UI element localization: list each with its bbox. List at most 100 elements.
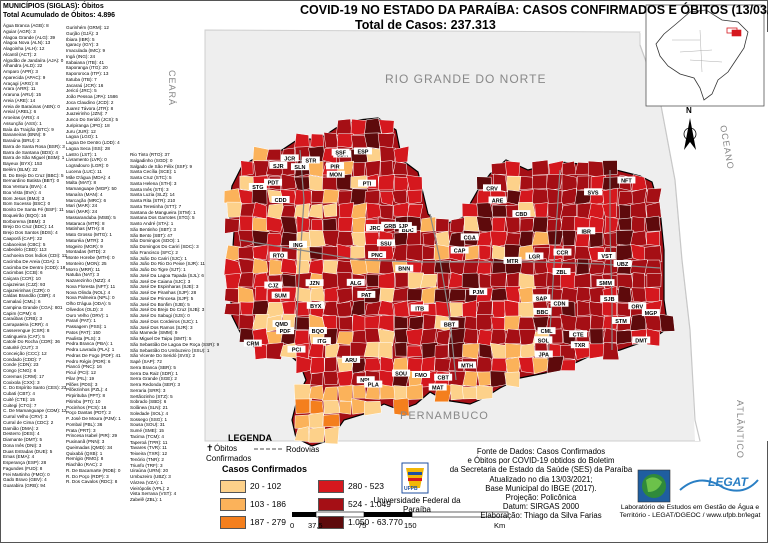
municipality-cell bbox=[475, 300, 493, 317]
municipality-entry: Lucena (LUC): 11 bbox=[66, 168, 102, 174]
municipality-entry: Nova Palmeira (NPL): 0 bbox=[66, 295, 115, 301]
municipality-entry: Marcação (MRC): 6 bbox=[66, 197, 107, 203]
municipality-entry: Areia de Baraúnas (ABN): 0 bbox=[3, 103, 60, 109]
municipality-code: ITG bbox=[317, 339, 326, 345]
highway-line bbox=[429, 213, 457, 381]
municipality-entry: Pirpirituba (PPT): 8 bbox=[66, 393, 106, 398]
municipality-code: MTH bbox=[461, 363, 473, 369]
municipality-entry: Gurjão (GJÃ): 3 bbox=[66, 30, 99, 36]
municipality-entry: Poço Dantas (PDT): 2 bbox=[66, 410, 111, 416]
municipality-code: BQO bbox=[312, 329, 325, 335]
municipality-entry: Sousa (SOU): 31 bbox=[130, 422, 165, 428]
municipality-entry: Carrapateira (CRR): 4 bbox=[3, 322, 48, 327]
municipality-code: GRB bbox=[384, 224, 396, 230]
municipality-entry: Santa Inês (STI): 3 bbox=[130, 186, 169, 192]
municipality-code-box bbox=[306, 301, 325, 309]
municipality-entry: Cajazeiras (CJZ): 93 bbox=[3, 281, 46, 287]
municipality-entry: Lastro (LST): 1 bbox=[66, 151, 97, 157]
municipality-cell bbox=[308, 426, 326, 443]
municipality-cell bbox=[310, 357, 325, 374]
municipality-cell bbox=[393, 176, 410, 192]
municipality-entry: Pedra Lavrada (PLA): 1 bbox=[66, 347, 115, 352]
municipality-code: CRM bbox=[247, 342, 260, 348]
municipality-entry: Cacimba De Areia (CDA): 1 bbox=[3, 258, 60, 264]
municipality-cell bbox=[534, 202, 549, 220]
municipality-cell bbox=[492, 204, 509, 218]
municipality-cell bbox=[239, 301, 256, 316]
municipality-entry: Curral de Cima (CDC): 2 bbox=[3, 419, 54, 425]
municipality-cell bbox=[379, 191, 396, 206]
municipality-cell bbox=[352, 384, 367, 399]
municipality-cell bbox=[323, 400, 341, 415]
municipality-entry: Boa Vista (BVA): 4 bbox=[3, 189, 41, 195]
municipality-code: STR bbox=[305, 158, 316, 164]
municipality-cell bbox=[268, 259, 283, 276]
municipality-entry: Barra de Santana (BDS): 4 bbox=[3, 149, 58, 155]
municipality-cell bbox=[309, 287, 326, 302]
municipality-entry: São Mamede (SMM): 9 bbox=[130, 330, 178, 336]
municipality-entry: Dona Inês (DNI): 3 bbox=[3, 442, 42, 448]
municipality-code: SUM bbox=[275, 294, 288, 300]
municipality-cell bbox=[461, 343, 481, 360]
municipality-code: SAP bbox=[536, 296, 548, 302]
scale-tick-3: 150 bbox=[404, 521, 417, 530]
municipality-code-box bbox=[269, 251, 288, 259]
municipality-entry: Teixeira (TXR): 12 bbox=[130, 451, 168, 456]
municipality-cell bbox=[573, 272, 591, 289]
municipality-entry: Sertãozinho (STZ): 5 bbox=[130, 393, 173, 399]
legend-title: LEGENDA bbox=[228, 433, 273, 443]
municipality-entry: Juazeirinho (JZN): 7 bbox=[66, 111, 108, 117]
municipality-cell bbox=[601, 300, 617, 318]
municipality-entry: Juru (JUR): 12 bbox=[66, 128, 96, 134]
municipality-cell bbox=[476, 356, 494, 374]
municipality-entry: Santa Helena (STH): 3 bbox=[130, 180, 177, 186]
north-label: N bbox=[686, 106, 692, 115]
municipality-cell bbox=[281, 300, 296, 315]
municipality-code-box bbox=[365, 224, 384, 232]
municipality-code-box bbox=[534, 336, 553, 344]
municipality-entry: Riachão (RAC): 2 bbox=[66, 462, 102, 467]
municipality-code: PIR bbox=[330, 164, 339, 170]
municipality-entry: São José Dos Ramos (SJR): 3 bbox=[130, 324, 193, 330]
municipality-entry: Princesa Isabel (PIR): 29 bbox=[66, 433, 118, 439]
municipality-entry: Vieirópolis (VPL): 2 bbox=[130, 485, 170, 491]
municipality-entry: São João Do Tigre (SJT): 1 bbox=[130, 267, 186, 272]
municipality-code-box bbox=[301, 156, 320, 164]
municipality-entry: Santana de Mangueira (STM): 1 bbox=[130, 209, 196, 215]
legend-range: 280 - 523 bbox=[348, 481, 384, 491]
municipality-cell bbox=[601, 202, 617, 219]
municipality-entry: Mãe D'água (MDA): 4 bbox=[66, 174, 111, 180]
municipality-cell bbox=[252, 258, 269, 275]
municipality-cell bbox=[589, 328, 604, 347]
municipality-code-box bbox=[553, 248, 572, 256]
municipality-entry: Areia (ARE): 14 bbox=[3, 97, 36, 103]
municipality-entry: Caturité (CUT): 3 bbox=[3, 345, 38, 350]
municipality-cell bbox=[518, 272, 536, 289]
municipality-code: ARE bbox=[492, 198, 504, 204]
municipality-cell bbox=[254, 285, 268, 304]
municipality-code-box bbox=[357, 290, 376, 298]
municipality-code: PJM bbox=[473, 290, 485, 296]
municipality-entry: Soledade (SOL): 4 bbox=[130, 410, 169, 416]
municipality-entry: Tenório (TNR): 2 bbox=[130, 456, 164, 462]
municipality-code: MGP bbox=[645, 311, 658, 317]
municipality-entry: Igaracy (IGY): 3 bbox=[66, 42, 99, 48]
municipality-cell bbox=[574, 246, 592, 260]
total-deaths: Total Acumulado de Óbitos: 4.896 bbox=[3, 12, 116, 19]
ocean bbox=[640, 32, 768, 441]
municipality-code: CBD bbox=[515, 212, 527, 218]
municipality-code-box bbox=[577, 227, 596, 235]
municipality-entry: Catingueira (CAT): 5 bbox=[3, 333, 45, 339]
municipality-entry: Coremas (CRM): 17 bbox=[3, 373, 45, 379]
municipality-cell bbox=[631, 174, 648, 192]
municipality-cell bbox=[476, 230, 494, 246]
municipality-cell bbox=[462, 300, 478, 318]
municipality-cell bbox=[617, 217, 632, 231]
municipality-cell bbox=[321, 245, 340, 261]
legend-swatch bbox=[220, 480, 246, 493]
municipality-entry: Umbuzeiro (UBZ): 3 bbox=[130, 474, 171, 479]
municipality-cell bbox=[406, 244, 425, 262]
municipality-cell bbox=[253, 160, 270, 177]
municipality-cell bbox=[476, 314, 494, 331]
municipality-code-box bbox=[488, 196, 507, 204]
